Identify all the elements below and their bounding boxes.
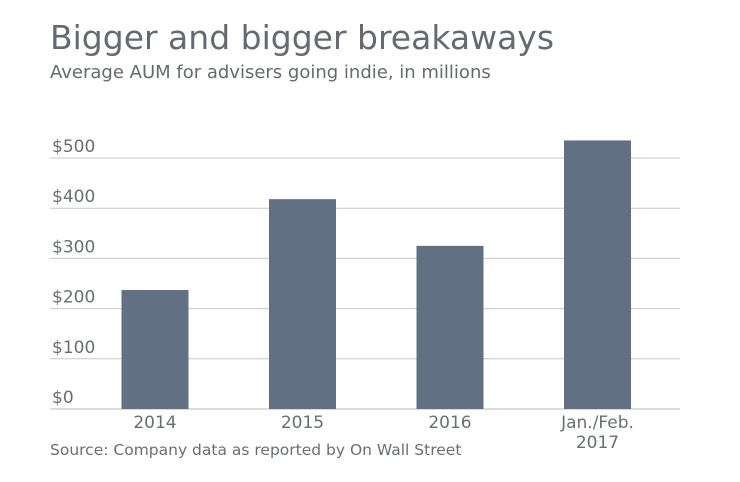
y-tick-label: $0 <box>52 388 74 408</box>
x-tick-labels: 2014 2015 2016 Jan./Feb.2017 <box>133 413 634 453</box>
bar <box>121 290 189 409</box>
bars <box>121 140 631 409</box>
y-tick-label: $300 <box>52 237 95 257</box>
source-note: Source: Company data as reported by On W… <box>50 441 462 459</box>
x-tick-label: 2015 <box>281 413 324 433</box>
y-tick-label: $200 <box>52 288 95 308</box>
x-tick-label: Jan./Feb. <box>560 413 634 433</box>
bar <box>564 140 631 409</box>
chart-subtitle: Average AUM for advisers going indie, in… <box>50 62 491 83</box>
x-tick-label: 2016 <box>428 413 471 433</box>
y-tick-label: $400 <box>52 187 95 207</box>
y-tick-label: $100 <box>52 338 95 358</box>
y-tick-labels: $0 $100 $200 $300 $400 $500 <box>52 137 95 408</box>
y-tick-label: $500 <box>52 137 95 157</box>
x-tick-label: 2014 <box>133 413 176 433</box>
chart-title: Bigger and bigger breakaways <box>50 18 555 57</box>
x-tick-label: 2017 <box>576 433 619 453</box>
bar <box>416 245 484 409</box>
bar <box>269 199 336 409</box>
